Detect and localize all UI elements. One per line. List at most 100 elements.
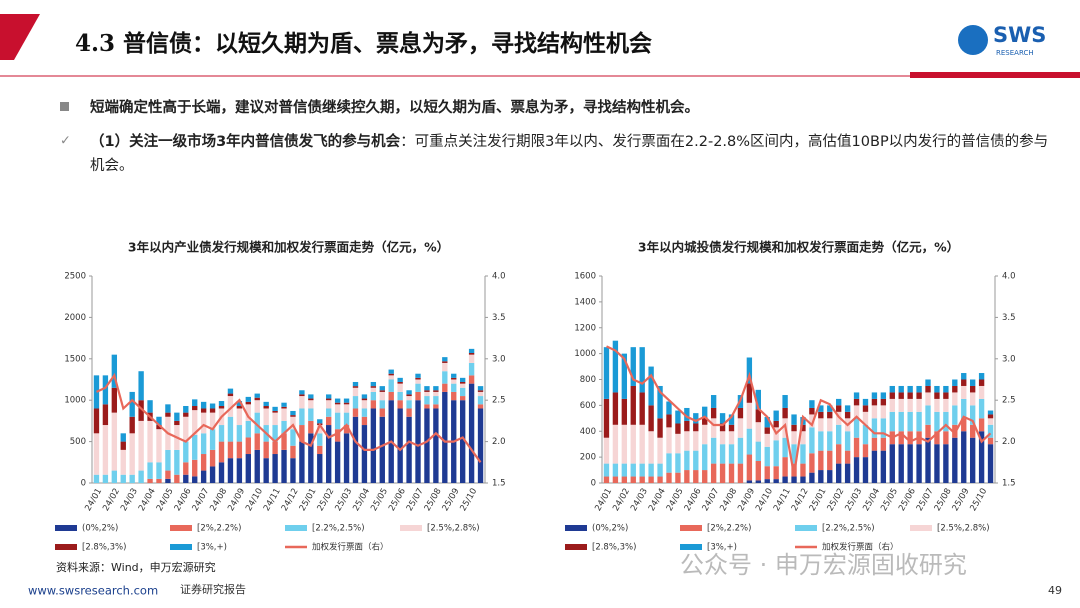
bar-segment	[907, 385, 913, 393]
bar-segment	[934, 444, 940, 483]
bar-segment	[281, 406, 287, 409]
bar-segment	[156, 425, 162, 430]
bar-segment	[111, 354, 118, 388]
bar-segment	[281, 402, 287, 407]
legend-label: (0%,2%)	[592, 524, 628, 534]
bar-segment	[853, 398, 860, 406]
line	[96, 372, 482, 463]
bar-segment	[415, 391, 421, 401]
bar-segment	[827, 470, 833, 483]
bar-segment	[844, 463, 851, 483]
bar-segment	[397, 391, 403, 401]
bar-segment	[272, 454, 278, 483]
bar-segment	[666, 414, 672, 428]
bar-segment	[862, 457, 869, 483]
bar-segment	[379, 408, 385, 417]
bar-segment	[209, 408, 216, 413]
bar-segment	[415, 377, 421, 380]
bar-segment	[773, 466, 779, 480]
bar-segment	[639, 347, 645, 393]
bar-segment	[818, 470, 824, 483]
legend-swatch	[565, 525, 587, 531]
bar-segment	[978, 398, 985, 419]
bar-segment	[200, 408, 207, 413]
bar-segment	[853, 405, 860, 419]
bar-segment	[415, 379, 421, 384]
bar-segment	[326, 425, 332, 483]
bar-segment	[603, 347, 610, 399]
bar-segment	[352, 396, 359, 409]
bar-segment	[254, 393, 260, 398]
bar-segment	[889, 385, 895, 393]
bar-segment	[836, 424, 842, 445]
header-bar	[910, 72, 1080, 78]
bar-segment	[737, 407, 744, 419]
bar-segment	[987, 414, 994, 419]
bar-segment	[657, 463, 663, 477]
bar-segment	[961, 431, 967, 483]
bullet-2: （1）关注一级市场3年内普信债发飞的参与机会：可重点关注发行期限3年以内、发行票…	[90, 130, 1050, 178]
bar-segment	[791, 424, 797, 432]
bar-segment	[156, 429, 162, 463]
y-tick-label: 1500	[64, 354, 86, 364]
bar-segment	[406, 390, 412, 395]
bar-segment	[451, 379, 457, 384]
bar-segment	[755, 389, 761, 410]
bar-segment	[710, 463, 717, 483]
bar-segment	[702, 417, 708, 425]
y-tick-label: 500	[70, 437, 86, 447]
bar-segment	[746, 428, 753, 455]
bar-segment	[898, 398, 904, 412]
bar-segment	[827, 431, 833, 451]
bar-segment	[477, 390, 484, 392]
bar-segment	[693, 470, 699, 483]
bar-segment	[433, 386, 439, 391]
bar-segment	[183, 474, 189, 483]
bar-segment	[200, 454, 207, 471]
bar-segment	[728, 444, 735, 464]
bar-segment	[200, 470, 207, 483]
bar-segment	[952, 385, 958, 393]
bar-segment	[675, 472, 681, 483]
bar-segment	[666, 401, 672, 415]
bar-segment	[943, 431, 949, 445]
bar-segment	[853, 437, 860, 458]
bar-segment	[388, 391, 394, 401]
bar-segment	[907, 411, 913, 432]
bar-segment	[424, 408, 430, 483]
bar-segment	[934, 392, 940, 399]
bar-segment	[809, 472, 815, 483]
legend-swatch	[910, 525, 932, 531]
bar-segment	[424, 396, 430, 405]
bar-segment	[370, 387, 377, 392]
bar-segment	[370, 391, 377, 401]
logo-sub: RESEARCH	[996, 49, 1034, 57]
bar-segment	[978, 418, 985, 432]
bar-segment	[630, 385, 636, 425]
bar-segment	[710, 437, 717, 464]
bar-segment	[343, 402, 350, 405]
bar-segment	[710, 395, 717, 408]
bar-segment	[424, 391, 430, 397]
bar-segment	[290, 429, 296, 446]
bar-segment	[773, 440, 779, 467]
bar-segment	[290, 445, 296, 459]
bar-segment	[693, 450, 699, 471]
bar-segment	[684, 407, 690, 421]
bar-segment	[281, 433, 287, 450]
bar-segment	[299, 396, 305, 409]
bar-segment	[916, 392, 922, 399]
bar-segment	[451, 383, 457, 392]
bar-segment	[308, 420, 314, 434]
bar-segment	[809, 427, 815, 454]
y2-tick-label: 2.5	[1002, 396, 1016, 406]
bar-segment	[871, 398, 878, 406]
bar-segment	[451, 373, 457, 378]
bar-segment	[183, 405, 189, 413]
bar-segment	[702, 406, 708, 418]
bar-segment	[702, 444, 708, 471]
bar-segment	[916, 398, 922, 412]
y2-tick-label: 3.5	[1002, 313, 1016, 323]
bar-segment	[174, 420, 180, 426]
check: ✓	[60, 134, 71, 149]
